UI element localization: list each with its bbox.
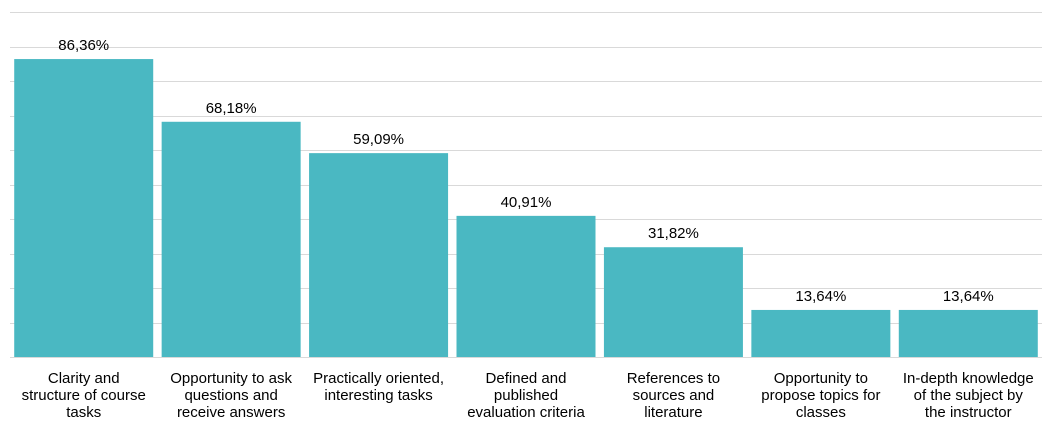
category-label-line: literature	[644, 404, 702, 421]
data-label-5: 31,82%	[648, 225, 699, 242]
category-label-line: tasks	[66, 404, 101, 421]
category-label-1: Clarity and structure of course tasks	[22, 370, 146, 421]
category-label-line: Opportunity to ask	[170, 370, 292, 387]
category-label-line: interesting tasks	[324, 387, 432, 404]
category-label-line: Practically oriented,	[313, 370, 444, 387]
category-label-line: structure of course	[22, 387, 146, 404]
data-labels: 86,36% 68,18% 59,09% 40,91% 31,82% 13,64% 13,6…	[58, 37, 993, 305]
bar-3	[309, 153, 449, 357]
bar-1	[14, 59, 154, 358]
bar-2	[161, 121, 301, 358]
bar-7	[898, 309, 1038, 357]
category-label-line: In-depth knowledge	[903, 370, 1034, 387]
category-label-line: receive answers	[177, 404, 285, 421]
category-labels: Clarity and structure of course tasks Oppor…	[22, 370, 1034, 421]
category-label-line: the instructor	[925, 404, 1012, 421]
data-label-2: 68,18%	[206, 100, 257, 117]
bar-6	[751, 309, 891, 357]
category-label-line: Clarity and	[48, 370, 120, 387]
category-label-line: classes	[796, 404, 846, 421]
category-label-2: Opportunity to ask questions and receive a…	[170, 370, 292, 421]
data-label-4: 40,91%	[501, 194, 552, 211]
category-label-5: References to sources and literature	[627, 370, 720, 421]
category-label-line: Defined and	[486, 370, 567, 387]
category-label-line: evaluation criteria	[467, 404, 585, 421]
category-label-line: of the subject by	[914, 387, 1024, 404]
category-label-line: published	[494, 387, 558, 404]
data-label-1: 86,36%	[58, 37, 109, 54]
data-label-6: 13,64%	[795, 288, 846, 305]
category-label-line: propose topics for	[761, 387, 880, 404]
category-label-7: In-depth knowledge of the subject by the i…	[903, 370, 1034, 421]
bar-5	[603, 247, 743, 357]
data-label-3: 59,09%	[353, 131, 404, 148]
category-label-line: Opportunity to	[774, 370, 868, 387]
bar-4	[456, 215, 596, 357]
category-label-line: questions and	[184, 387, 277, 404]
category-label-line: sources and	[633, 387, 715, 404]
bars	[14, 59, 1038, 358]
data-label-7: 13,64%	[943, 288, 994, 305]
category-label-4: Defined and published evaluation criteria	[467, 370, 585, 421]
category-label-6: Opportunity to propose topics for classes	[761, 370, 880, 421]
category-label-line: References to	[627, 370, 720, 387]
category-label-3: Practically oriented, interesting tasks	[313, 370, 444, 404]
